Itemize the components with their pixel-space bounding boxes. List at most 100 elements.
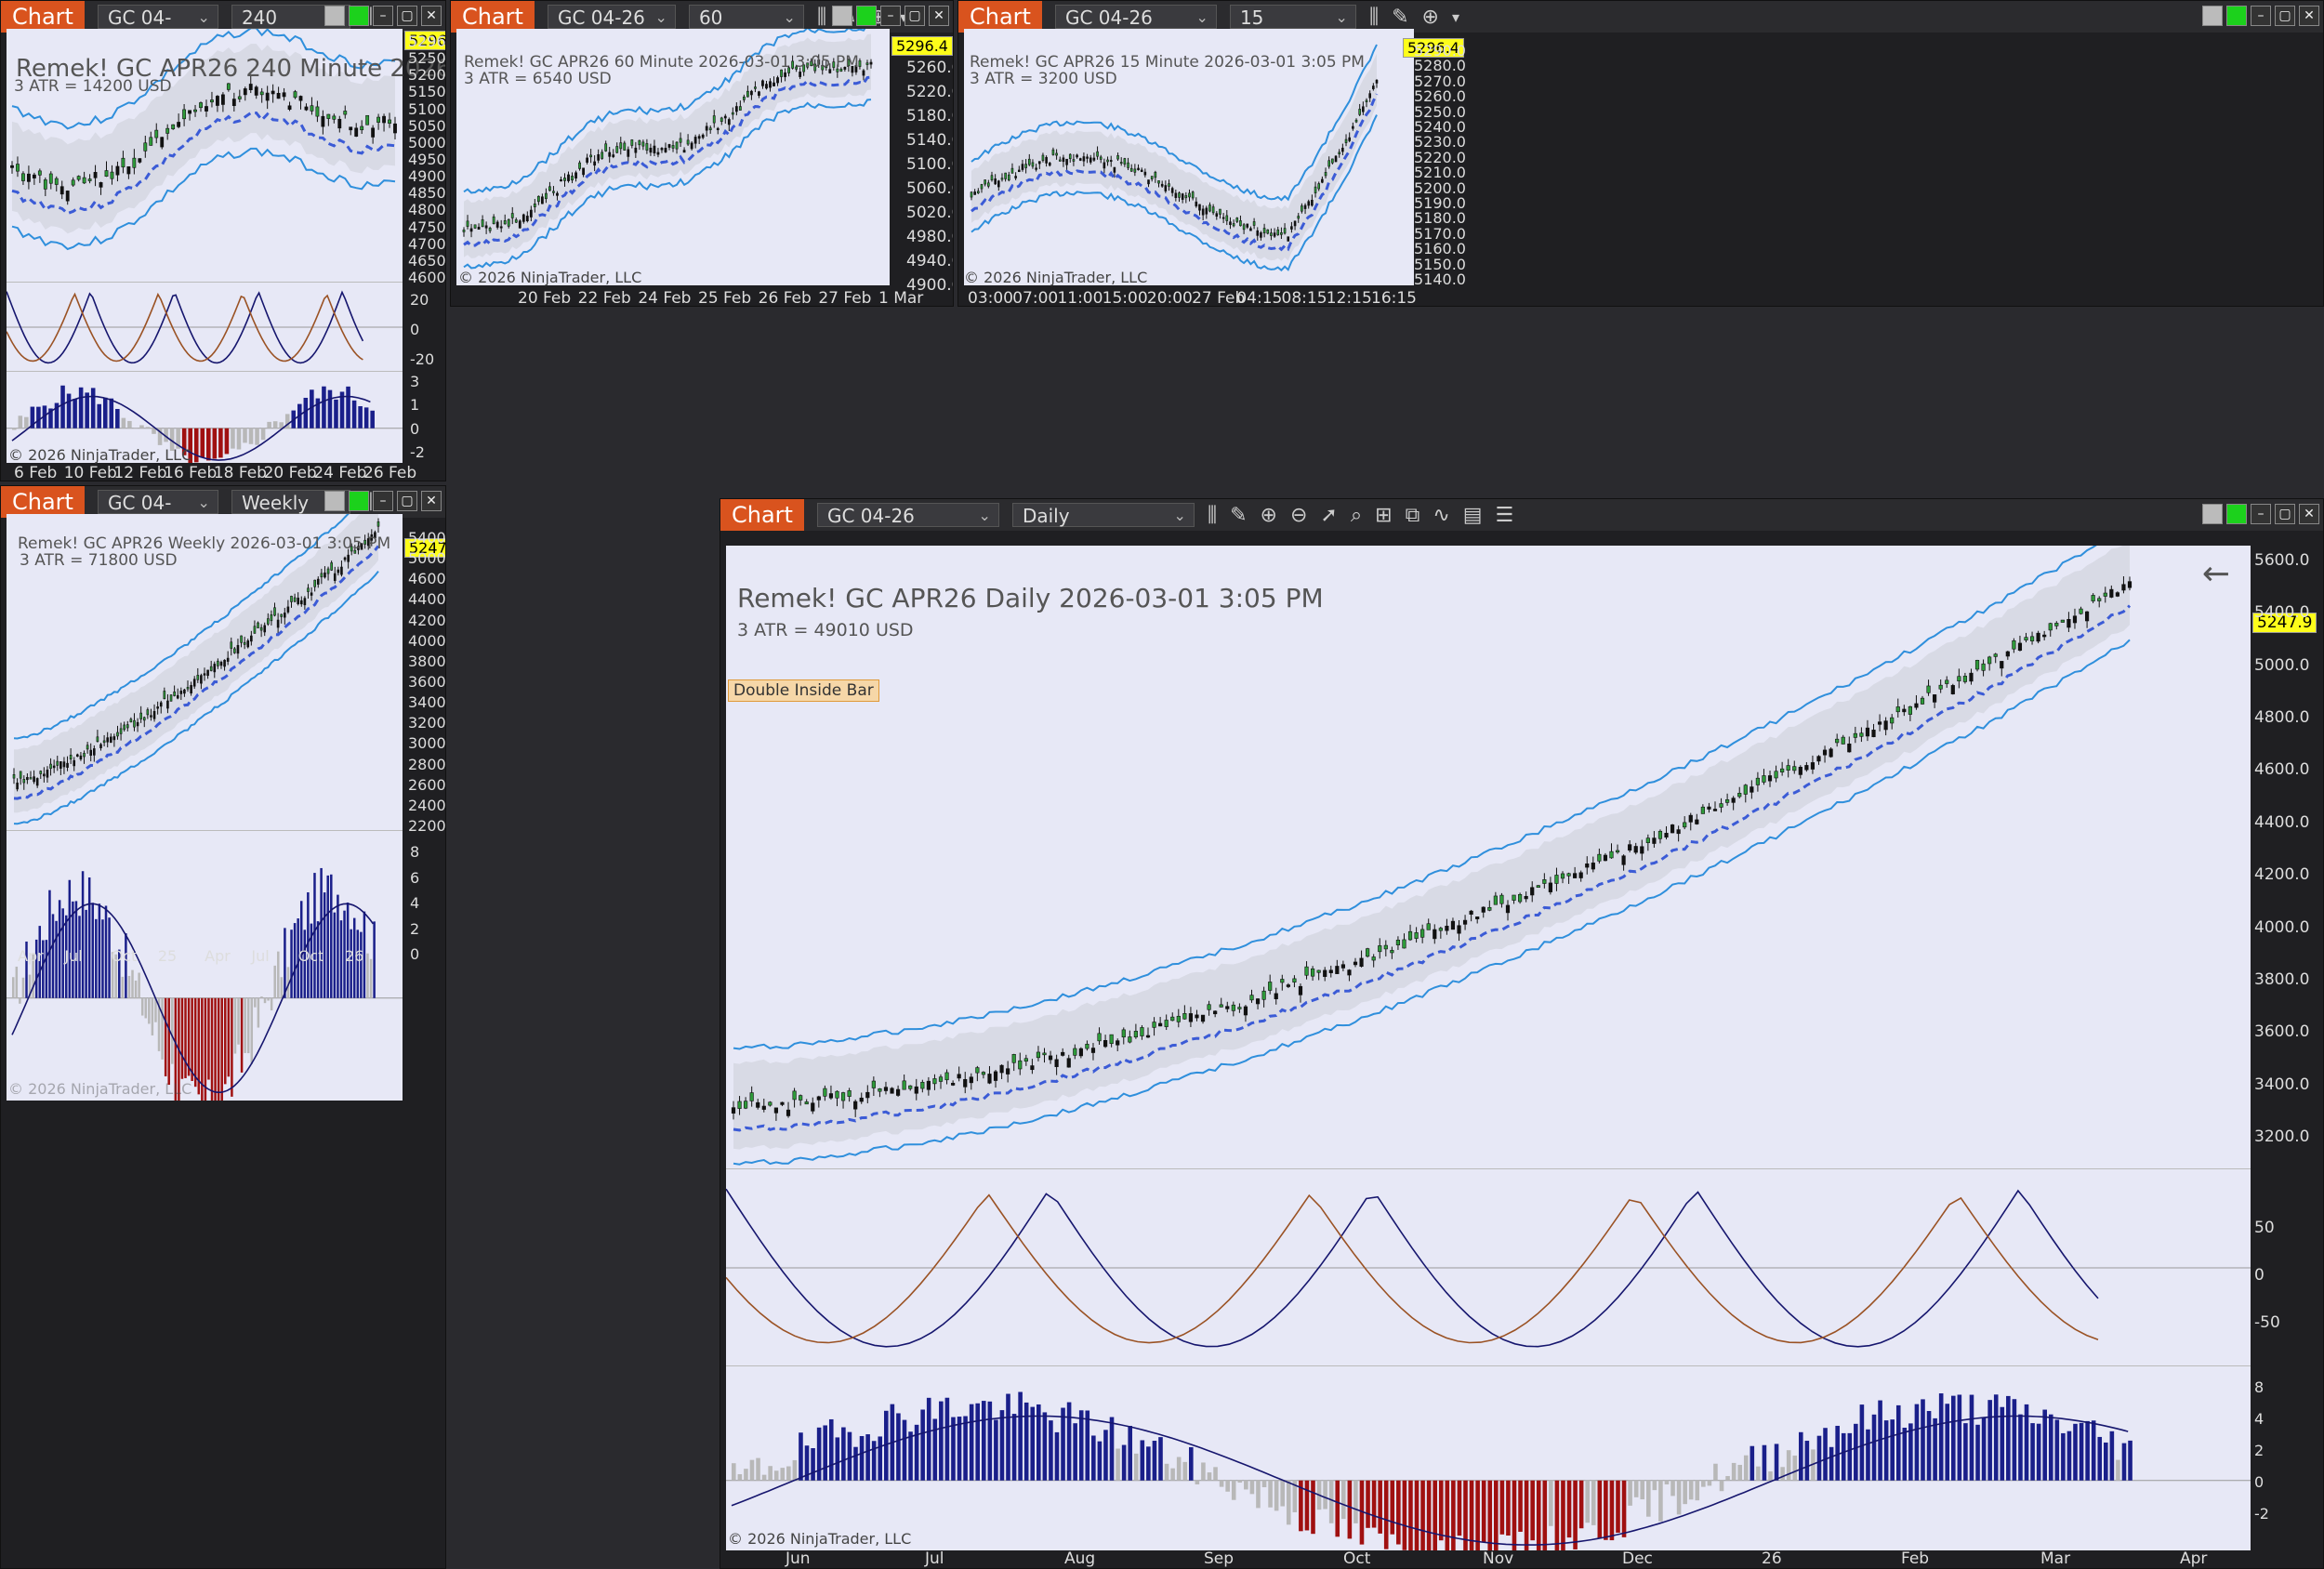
- square-icon[interactable]: [324, 6, 345, 26]
- instrument-select[interactable]: GC 04-26⌄: [1054, 5, 1217, 29]
- price-panel[interactable]: Remek! GC APR26 240 Minute 2026-03-01 3:…: [7, 29, 445, 282]
- histogram-bar: [1518, 1480, 1523, 1532]
- axis-tick-label: 3200.0: [408, 714, 446, 732]
- instrument-select[interactable]: GC 04-26⌄: [816, 503, 999, 527]
- snapshot-icon[interactable]: ⧉: [1405, 503, 1420, 527]
- histogram-bar: [939, 1401, 944, 1481]
- zoom-in-icon[interactable]: ⊕: [1421, 5, 1439, 29]
- histogram-bar: [1506, 1480, 1511, 1536]
- link-color-icon[interactable]: [349, 491, 369, 511]
- square-icon[interactable]: [832, 6, 852, 26]
- signal-line: [11, 395, 371, 461]
- candle-body: [1841, 736, 1845, 745]
- minimize-icon[interactable]: –: [2251, 504, 2271, 524]
- chevron-down-icon[interactable]: ▾: [1451, 7, 1459, 26]
- axis-tick-label: 20:00: [1146, 289, 1193, 307]
- candle-body: [705, 125, 708, 131]
- properties-icon[interactable]: ⊞: [1375, 503, 1393, 527]
- candle-body: [282, 92, 286, 98]
- bar-type-icon[interactable]: ⫼: [816, 5, 827, 29]
- candle-body: [638, 139, 641, 146]
- maximize-icon[interactable]: ▢: [397, 6, 417, 26]
- histogram-bar: [2104, 1442, 2108, 1481]
- chart-tab[interactable]: Chart: [1, 486, 85, 518]
- histogram-bar: [206, 428, 211, 461]
- axis-tick-label: 24 Feb: [638, 289, 692, 307]
- histogram-bar: [360, 931, 363, 998]
- instrument-select[interactable]: GC 04-26⌄: [547, 5, 676, 29]
- candle-body: [1085, 1044, 1089, 1049]
- minimize-icon[interactable]: –: [880, 6, 901, 26]
- minimize-icon[interactable]: –: [373, 491, 393, 511]
- link-color-icon[interactable]: [2226, 504, 2247, 524]
- histogram-panel[interactable]: © 2026 NinjaTrader, LLC: [7, 371, 403, 464]
- histogram-panel[interactable]: © 2026 NinjaTrader, LLC: [7, 830, 403, 1101]
- histogram-bar: [1341, 1480, 1346, 1520]
- axis-tick-label: 2: [410, 919, 420, 938]
- axis-tick-label: 4950.0: [408, 151, 446, 168]
- close-icon[interactable]: ✕: [2299, 6, 2319, 26]
- square-icon[interactable]: [324, 491, 345, 511]
- timeframe-select[interactable]: Daily ⌄: [1011, 503, 1195, 527]
- instrument-select[interactable]: GC 04-26⌄: [97, 5, 218, 53]
- price-panel[interactable]: Remek! GC APR26 Daily 2026-03-01 3:05 PM…: [726, 546, 2251, 1168]
- candle-body: [370, 534, 374, 541]
- zoom-in-icon[interactable]: ⊕: [1260, 503, 1277, 527]
- price-panel[interactable]: Remek! GC APR26 Weekly 2026-03-01 3:05 P…: [7, 514, 403, 830]
- histogram-bar: [333, 912, 337, 998]
- indicators-icon[interactable]: ▤: [1462, 503, 1483, 527]
- link-color-icon[interactable]: [2226, 6, 2247, 26]
- oscillator-panel[interactable]: [726, 1168, 2251, 1366]
- candle-body: [839, 69, 843, 72]
- minimize-icon[interactable]: –: [2251, 6, 2271, 26]
- candle-body: [556, 192, 559, 196]
- candle-body: [828, 69, 832, 73]
- chart-tab[interactable]: Chart: [958, 1, 1042, 33]
- oscillator-panel[interactable]: [7, 282, 403, 372]
- close-icon[interactable]: ✕: [2299, 504, 2319, 524]
- pencil-icon[interactable]: ✎: [1230, 503, 1248, 527]
- price-panel[interactable]: Remek! GC APR26 15 Minute 2026-03-01 3:0…: [964, 29, 1414, 286]
- data-box-icon[interactable]: ⌕: [1350, 503, 1363, 527]
- link-color-icon[interactable]: [349, 6, 369, 26]
- timeframe-select[interactable]: 60 Minute⌄: [688, 5, 804, 53]
- list-icon[interactable]: ☰: [1495, 503, 1514, 527]
- chart-tab[interactable]: Chart: [451, 1, 535, 33]
- zoom-out-icon[interactable]: ⊖: [1289, 503, 1308, 527]
- axis-tick-label: 4600.0: [408, 570, 446, 588]
- histogram-bar: [1871, 1414, 1877, 1481]
- chevron-down-icon[interactable]: ▾: [899, 7, 907, 26]
- maximize-icon[interactable]: ▢: [905, 6, 925, 26]
- link-color-icon[interactable]: [856, 6, 877, 26]
- histogram-bar: [994, 1419, 998, 1481]
- histogram-bar: [224, 997, 227, 1085]
- pointer-icon[interactable]: ➚: [1320, 503, 1338, 527]
- close-icon[interactable]: ✕: [421, 6, 442, 26]
- histogram-bar: [327, 389, 333, 429]
- axis-tick-label: 20 Feb: [263, 464, 317, 481]
- bar-type-icon[interactable]: ⫼: [1207, 503, 1218, 527]
- candle-body: [109, 736, 112, 744]
- candle-body: [119, 728, 123, 734]
- histogram-panel[interactable]: © 2026 NinjaTrader, LLC: [726, 1365, 2251, 1550]
- chart-tab[interactable]: Chart: [720, 499, 804, 531]
- close-icon[interactable]: ✕: [421, 491, 442, 511]
- last-price-label: 5296.4: [404, 31, 445, 50]
- candle-body: [723, 115, 727, 119]
- close-icon[interactable]: ✕: [929, 6, 949, 26]
- back-arrow-icon[interactable]: ←: [2201, 555, 2230, 593]
- bar-type-icon[interactable]: ⫼: [1368, 5, 1380, 29]
- square-icon[interactable]: [2202, 504, 2223, 524]
- square-icon[interactable]: [2202, 6, 2223, 26]
- price-panel[interactable]: Remek! GC APR26 60 Minute 2026-03-01 3:0…: [456, 29, 890, 286]
- pencil-icon[interactable]: ✎: [1392, 5, 1409, 29]
- maximize-icon[interactable]: ▢: [2275, 504, 2295, 524]
- minimize-icon[interactable]: –: [373, 6, 393, 26]
- candle-body: [1585, 863, 1590, 868]
- maximize-icon[interactable]: ▢: [2275, 6, 2295, 26]
- instrument-select[interactable]: GC 04-26⌄: [97, 490, 218, 538]
- chart-tab[interactable]: Chart: [1, 1, 85, 33]
- maximize-icon[interactable]: ▢: [397, 491, 417, 511]
- timeframe-select[interactable]: 15 Minute⌄: [1229, 5, 1356, 53]
- strategy-icon[interactable]: ∿: [1433, 503, 1450, 527]
